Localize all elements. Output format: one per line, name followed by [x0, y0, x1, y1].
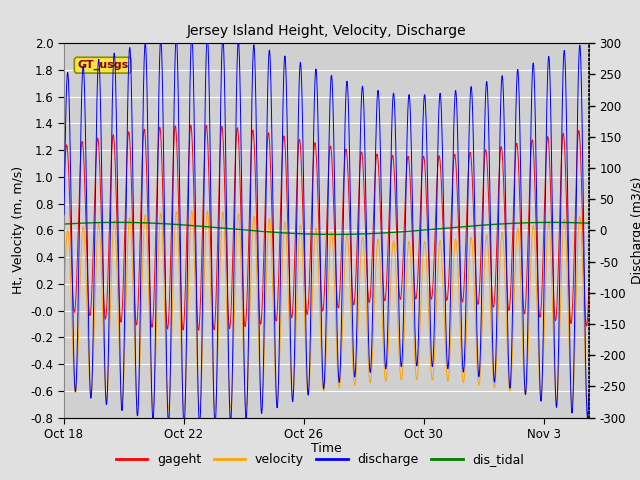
gageht — [120, 262, 128, 268]
Legend: gageht, velocity, discharge, dis_tidal: gageht, velocity, discharge, dis_tidal — [111, 448, 529, 471]
dis_tidal — [518, 220, 526, 226]
velocity — [188, 208, 196, 214]
discharge — [575, 56, 582, 61]
velocity — [196, 407, 204, 413]
dis_tidal — [113, 219, 121, 225]
dis_tidal — [284, 230, 292, 236]
gageht — [195, 327, 202, 333]
velocity — [151, 374, 159, 380]
velocity — [585, 391, 593, 397]
velocity — [120, 374, 128, 380]
discharge — [518, 276, 526, 281]
Y-axis label: Ht, Velocity (m, m/s): Ht, Velocity (m, m/s) — [12, 167, 25, 294]
gageht — [585, 285, 593, 291]
X-axis label: Time: Time — [311, 443, 342, 456]
discharge — [262, 221, 269, 227]
gageht — [60, 185, 68, 191]
dis_tidal — [575, 220, 582, 226]
Text: GT_usgs: GT_usgs — [77, 60, 129, 70]
dis_tidal — [262, 229, 269, 235]
discharge — [188, 33, 196, 38]
velocity — [262, 304, 269, 310]
Line: discharge: discharge — [64, 36, 589, 425]
dis_tidal — [331, 231, 339, 237]
gageht — [285, 245, 292, 251]
dis_tidal — [120, 219, 128, 225]
dis_tidal — [60, 221, 68, 227]
Y-axis label: Discharge (m3/s): Discharge (m3/s) — [632, 177, 640, 284]
discharge — [151, 358, 159, 364]
gageht — [575, 128, 582, 133]
Line: velocity: velocity — [64, 211, 589, 410]
gageht — [187, 122, 195, 128]
velocity — [575, 220, 582, 226]
Line: dis_tidal: dis_tidal — [64, 222, 589, 234]
velocity — [60, 300, 68, 306]
dis_tidal — [151, 220, 159, 226]
Title: Jersey Island Height, Velocity, Discharge: Jersey Island Height, Velocity, Discharg… — [187, 24, 466, 38]
Line: gageht: gageht — [64, 125, 589, 330]
discharge — [60, 212, 68, 217]
velocity — [285, 292, 292, 298]
discharge — [196, 422, 204, 428]
discharge — [585, 391, 593, 396]
velocity — [518, 332, 526, 338]
gageht — [518, 280, 526, 286]
gageht — [151, 260, 159, 265]
discharge — [285, 197, 292, 203]
gageht — [262, 184, 269, 190]
dis_tidal — [585, 220, 593, 226]
discharge — [120, 358, 128, 363]
